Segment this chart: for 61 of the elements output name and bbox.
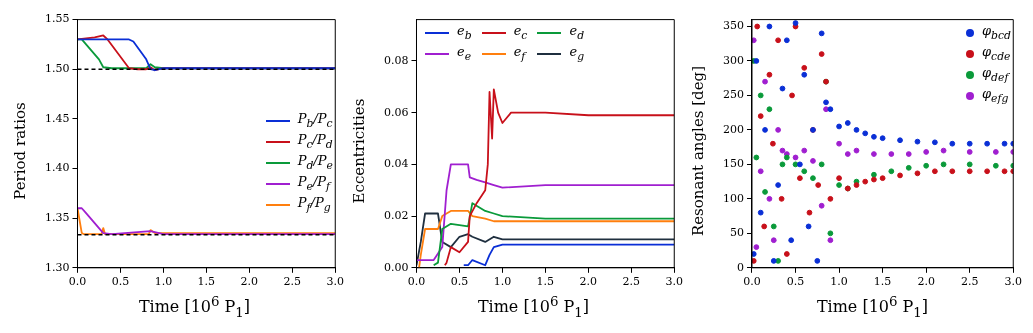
x-tick-label: 0.5 (786, 275, 805, 289)
x-tick-label: 1.0 (830, 275, 848, 289)
x-tick-label: 1.0 (154, 275, 173, 289)
x-tick-label: 1.5 (197, 275, 216, 289)
x-axis-title: Time [10$^{6}$ P$_{1}$] (476, 294, 591, 320)
x-tick-label: 0.0 (407, 275, 426, 289)
y-tick-label: 0.02 (383, 208, 409, 222)
y-tick-label: 50 (730, 226, 744, 240)
x-tick-label: 2.0 (579, 275, 598, 289)
y-tick-label: 300 (723, 53, 744, 67)
x-tick-label: 3.0 (326, 275, 344, 289)
x-tick-label: 1.5 (536, 275, 555, 289)
y-tick-label: 100 (723, 191, 744, 205)
legend-label: φ$_{bcd}$ (981, 23, 1011, 42)
y-tick-label: 1.35 (44, 211, 70, 225)
x-axis-title: Time [10$^{6}$ P$_{1}$] (137, 294, 252, 320)
y-tick-label: 200 (723, 122, 744, 136)
legend-label: φ$_{efg}$ (981, 86, 1009, 105)
y-tick-label: 0 (737, 260, 744, 274)
y-axis-title: Period ratios (11, 102, 29, 200)
x-axis-title: Time [10$^{6}$ P$_{1}$] (815, 294, 930, 320)
legend-label: e$_{f}$ (513, 44, 526, 63)
y-tick-label: 150 (723, 157, 744, 171)
y-tick-label: 250 (723, 88, 744, 102)
legend-label: e$_{c}$ (513, 23, 528, 42)
legend-label: e$_{e}$ (457, 44, 472, 63)
x-tick-label: 1.0 (493, 275, 512, 289)
legend-label: P$_{e}$/P$_{f}$ (297, 174, 331, 193)
legend-label: P$_{f}$/P$_{g}$ (297, 195, 331, 214)
x-tick-label: 0.5 (111, 275, 130, 289)
y-axis-title: Eccentricities (350, 98, 368, 204)
x-tick-label: 3.0 (1004, 275, 1022, 289)
y-tick-label: 0.04 (383, 157, 409, 171)
y-tick-label: 1.45 (44, 111, 70, 125)
x-tick-label: 2.5 (960, 275, 979, 289)
y-tick-label: 350 (723, 19, 744, 33)
x-tick-label: 2.0 (240, 275, 259, 289)
legend-label: e$_{d}$ (569, 23, 585, 42)
x-tick-label: 2.5 (622, 275, 641, 289)
y-tick-label: 0.08 (383, 53, 409, 67)
y-tick-label: 0.00 (383, 260, 409, 274)
y-tick-label: 1.55 (44, 12, 70, 26)
x-tick-label: 1.5 (873, 275, 892, 289)
x-tick-label: 2.5 (283, 275, 302, 289)
x-tick-label: 0.5 (450, 275, 469, 289)
legend-label: e$_{g}$ (569, 44, 585, 63)
legend-label: φ$_{cde}$ (981, 44, 1011, 63)
legend-label: e$_{b}$ (457, 23, 472, 42)
legend-label: P$_{c}$/P$_{d}$ (297, 132, 333, 151)
x-tick-label: 2.0 (917, 275, 935, 289)
y-axis-title: Resonant angles [deg] (689, 65, 707, 237)
x-tick-label: 0.0 (743, 275, 761, 289)
legend-label: φ$_{def}$ (981, 65, 1009, 84)
y-tick-label: 1.50 (44, 62, 70, 76)
legend-label: P$_{b}$/P$_{c}$ (297, 111, 333, 130)
y-tick-label: 0.06 (383, 105, 409, 119)
y-tick-label: 1.40 (44, 161, 70, 175)
x-tick-label: 0.0 (68, 275, 87, 289)
y-tick-label: 1.30 (44, 260, 70, 274)
x-tick-label: 3.0 (665, 275, 683, 289)
legend-label: P$_{d}$/P$_{e}$ (297, 153, 333, 172)
